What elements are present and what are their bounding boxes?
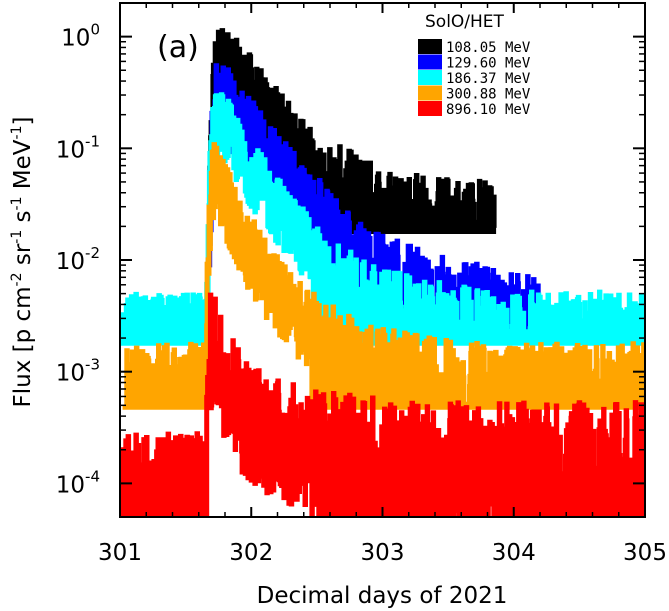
y-axis-title-exp3: -1 [9,196,25,210]
y-axis-title-mid2: s [10,210,36,229]
legend-swatch [418,39,442,54]
y-tick-label: 100 [61,21,100,52]
labels-layer: 301 302 303 304 305 100 10-1 10-2 10-3 10-4 [56,21,667,566]
y-tick-label: 10-4 [56,467,100,498]
x-tick-label: 303 [361,540,405,566]
y-axis-title-exp1: -2 [9,272,25,286]
series-896-10-mev [120,292,645,517]
legend-label: 108.05 MeV [446,40,531,56]
y-axis-title-exp2: -1 [9,230,25,244]
x-tick-label: 304 [492,540,536,566]
series-186-37-mev [120,92,645,346]
y-axis-title: Flux [p cm-2 sr-1 s-1 MeV-1] [9,116,36,407]
y-axis-title-end: ] [10,116,36,125]
x-tick-label: 301 [98,540,142,566]
series-line [120,92,645,346]
legend-label: 186.37 MeV [446,71,531,87]
panel-label: (a) [157,30,199,65]
x-axis-title: Decimal days of 2021 [257,583,508,609]
series-layer [120,28,645,517]
y-axis-title-mid1: sr [10,243,36,272]
legend-title: SolO/HET [425,12,505,32]
series-line [120,292,645,517]
legend-swatch [418,54,442,70]
series-300-88-mev [122,142,645,410]
y-axis-title-exp4: -1 [9,125,25,139]
legend-swatch [418,85,442,101]
x-tick-label: 305 [623,540,667,566]
x-tick-label: 302 [229,540,273,566]
legend-label: 896.10 MeV [446,102,531,118]
legend-label: 129.60 MeV [446,56,531,72]
ticks-layer [119,2,646,517]
y-axis-title-pre: Flux [p cm [10,286,36,407]
legend-label: 300.88 MeV [446,87,531,103]
legend-swatch [418,101,442,116]
legend-swatch [418,70,442,85]
y-axis-title-post: MeV [10,139,36,196]
y-tick-label: 10-3 [56,356,100,387]
y-tick-label: 10-1 [56,132,100,163]
y-tick-label: 10-2 [56,244,100,275]
series-line [122,142,645,410]
